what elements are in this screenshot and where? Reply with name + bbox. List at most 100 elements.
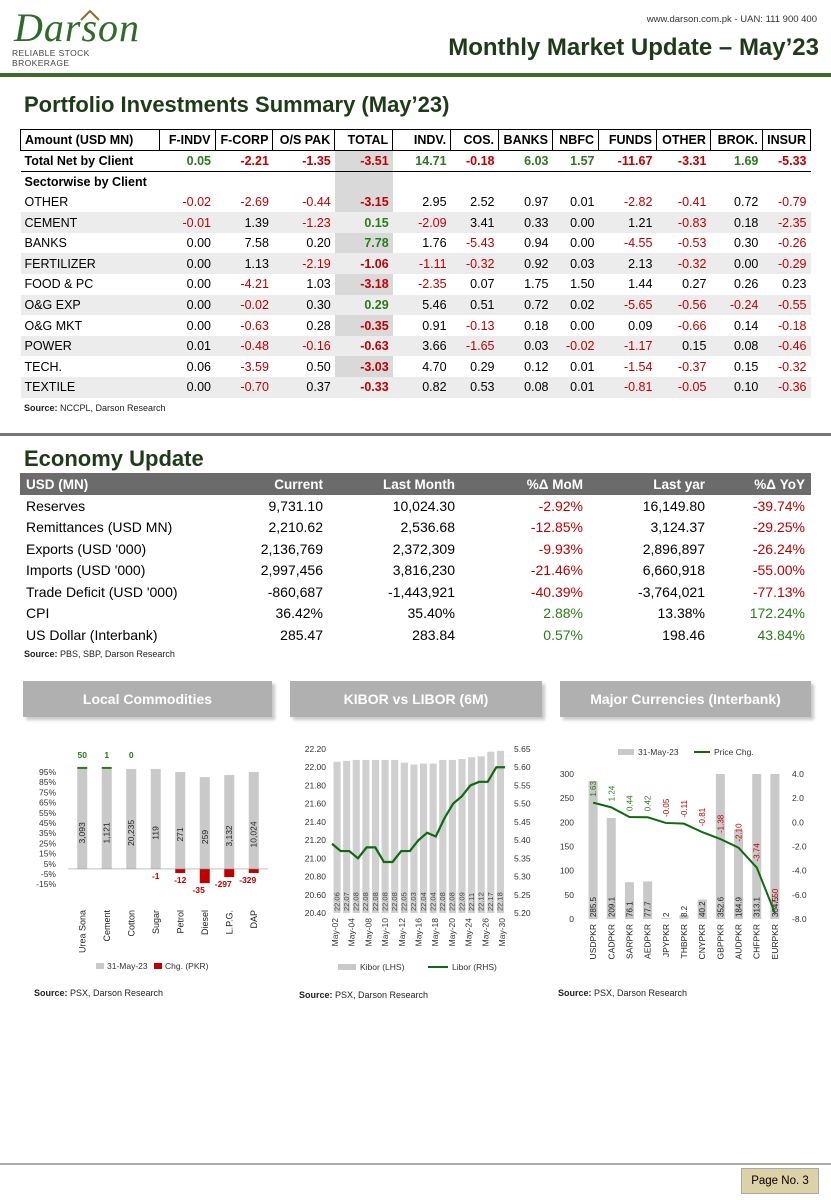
economy-table: USD (MN) Current Last Month %Δ MoM Last yar%… (20, 473, 811, 646)
table-cell: 1.69 (710, 150, 763, 172)
table-cell: -29.25% (752, 519, 805, 536)
empty-cell (762, 171, 810, 192)
empty-cell (553, 171, 599, 192)
table-cell: -26.24% (752, 540, 805, 557)
libor-line (331, 766, 505, 864)
y-left-tick: 21.40 (305, 817, 327, 827)
table-cell: 16,149.80 (642, 497, 705, 514)
table-cell: 0.29 (470, 359, 495, 374)
table-cell: 13.38% (657, 605, 705, 622)
y-right-tick: 0.0 (792, 817, 804, 827)
table-cell: 0.51 (450, 294, 499, 316)
price-label: 76.1 (625, 901, 634, 917)
table-cell: 7.78 (334, 232, 393, 254)
price-label: 313.1 (753, 896, 762, 917)
table-cell: 43.84% (757, 626, 805, 643)
table-row: CPI 36.42% 35.40% 2.88% 13.38% 172.24% (20, 603, 811, 625)
table-cell: -2.21 (215, 150, 273, 172)
column-header: F-CORP (214, 129, 274, 151)
table-row: FERTILIZER 0.00 1.13 -2.19 -1.06 -1.11 -0.32 0.… (20, 253, 811, 275)
empty-cell (710, 171, 762, 192)
footer-divider (0, 1163, 831, 1165)
table-cell: 5.46 (392, 294, 451, 316)
category-label: AEDPKR (643, 924, 653, 959)
row-label: FERTILIZER (20, 253, 160, 275)
table-cell: -1.35 (272, 150, 335, 172)
table-cell: 2,210.62 (268, 519, 324, 536)
table-cell: -2.82 (623, 194, 653, 209)
section-label: Sectorwise by Client (24, 174, 147, 189)
table-cell: 1.13 (215, 253, 273, 275)
price-label: 304.5 (771, 896, 780, 917)
legend-label: 31-May-23 (638, 747, 679, 757)
category-label: Diesel (200, 910, 210, 935)
local-commodities-title: Local Commodities (23, 681, 272, 717)
table-cell: 0.30 (272, 294, 335, 316)
table-cell: -0.79 (778, 194, 807, 209)
table-row: Reserves 9,731.10 10,024.30 -2.92% 16,149.80… (20, 495, 811, 517)
table-row: Remittances (USD MN) 2,210.62 2,536.68 -12.… (20, 517, 811, 539)
major-currencies-title: Major Currencies (Interbank) (560, 681, 811, 717)
table-cell: 36.42% (275, 605, 323, 622)
column-header: Last Month (329, 473, 461, 495)
table-cell: 1.57 (552, 150, 599, 172)
table-cell: 0.15 (734, 359, 759, 374)
change-label: -0.05 (662, 798, 671, 817)
table-cell: 0.09 (628, 318, 653, 333)
column-header: O/S PAK (272, 129, 336, 151)
y-left-tick: 50 (565, 890, 575, 900)
table-cell: 0.33 (498, 212, 553, 233)
legend-label: Chg. (PKR) (165, 961, 209, 971)
table-row: O&G EXP 0.00 -0.02 0.30 0.29 5.46 0.51 0.72 0.02… (20, 294, 811, 316)
category-label: SARPKR (624, 924, 634, 959)
table-cell: 0.53 (450, 377, 499, 398)
table-cell: 0.23 (782, 277, 807, 292)
y-left-tick: 300 (560, 769, 574, 779)
table-cell: CPI (26, 605, 50, 622)
table-cell: -2.92% (538, 497, 583, 514)
change-bar (248, 868, 259, 873)
change-bar (199, 868, 210, 884)
table-cell: 0.05 (159, 150, 216, 172)
table-cell: Reserves (26, 497, 86, 514)
y-left-tick: 21.80 (305, 780, 327, 790)
price-label: 209.1 (607, 896, 616, 917)
kibor-bar-label: 22.03 (409, 892, 418, 911)
kibor-bar (400, 762, 408, 913)
empty-cell (598, 171, 656, 192)
table-cell: 1.44 (628, 277, 653, 292)
source-label: Source: (24, 649, 58, 659)
table-cell: -0.46 (762, 335, 811, 357)
kibor-bar-label: 22.08 (380, 892, 389, 911)
table-cell: 285.47 (280, 626, 323, 643)
report-title: Monthly Market Update – May’23 (448, 34, 819, 61)
table-cell: US Dollar (Interbank) (26, 626, 158, 643)
category-label: JPYPKR (661, 924, 671, 957)
empty-cell (215, 171, 273, 192)
table-cell: 0.82 (392, 377, 451, 398)
table-cell: 2.52 (470, 194, 495, 209)
column-header: Current (215, 473, 329, 495)
kibor-bar-label: 22.08 (371, 892, 380, 911)
table-cell: -0.63 (334, 335, 393, 357)
page-header: Darson RELIABLE STOCK BROKERAGE www.dars… (0, 0, 831, 80)
y-left-tick: 200 (560, 817, 574, 827)
price-bar (606, 817, 616, 919)
table-cell: -0.05 (656, 377, 711, 398)
table-cell: -0.33 (334, 377, 393, 398)
table-cell: 0.00 (186, 318, 212, 333)
table-cell: -2.35 (418, 277, 447, 292)
table-cell: -0.32 (450, 253, 499, 275)
table-cell: 1.21 (598, 212, 657, 233)
y-left-tick: 22.00 (305, 762, 327, 772)
category-label: USDPKR (588, 924, 598, 959)
kibor-bar-label: 22.08 (448, 892, 457, 911)
column-header: BROK. (709, 129, 763, 151)
table-cell: 0.91 (422, 318, 447, 333)
category-label: DAP (249, 910, 259, 929)
chart-source-2: Source: PSX, Darson Research (299, 990, 428, 1000)
price-label: 2 (662, 912, 671, 917)
change-label: -297 (215, 879, 232, 889)
price-label: 184.9 (735, 896, 744, 917)
price-change-line (592, 801, 776, 914)
